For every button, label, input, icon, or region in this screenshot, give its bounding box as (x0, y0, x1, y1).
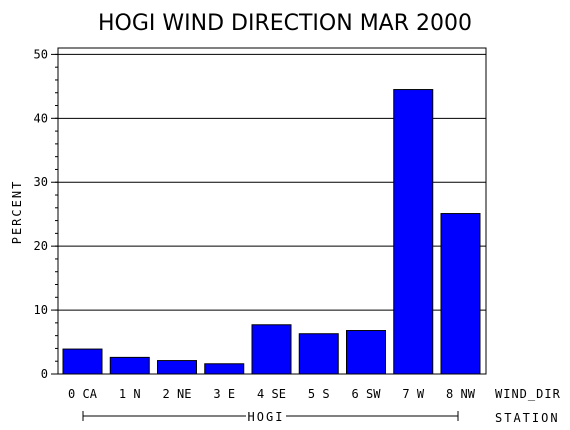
x-tick-label: 4 SE (257, 387, 286, 401)
x-tick-label: 6 SW (352, 387, 382, 401)
group-label: HOGI (248, 410, 285, 424)
bar (204, 363, 245, 375)
x-tick-label: 3 E (213, 387, 235, 401)
y-tick-label: 40 (34, 111, 48, 125)
bar (346, 330, 386, 375)
group-axis-name: STATION (495, 411, 560, 425)
bar (109, 356, 150, 375)
x-tick-label: 5 S (308, 387, 330, 401)
x-axis-tick-labels: 0 CA 1 N 2 NE 3 E 4 SE 5 S 6 SW 7 W 8 NW (68, 387, 476, 401)
bar (393, 89, 434, 375)
y-axis-label: PERCENT (10, 180, 24, 245)
bar (157, 360, 197, 375)
bar (440, 213, 481, 375)
y-axis-ticks: 0 10 20 30 40 50 (34, 47, 58, 381)
x-tick-label: 1 N (119, 387, 141, 401)
bar (251, 324, 292, 375)
x-axis-name: WIND_DIR (495, 387, 561, 401)
x-tick-label: 8 NW (446, 387, 476, 401)
bar (62, 348, 103, 375)
x-tick-label: 0 CA (68, 387, 98, 401)
x-tick-label: 7 W (402, 387, 424, 401)
x-tick-label: 2 NE (163, 387, 192, 401)
y-tick-label: 0 (41, 367, 48, 381)
y-tick-label: 50 (34, 47, 48, 61)
chart-title: HOGI WIND DIRECTION MAR 2000 (98, 11, 472, 36)
bars (62, 89, 481, 375)
bar (298, 333, 339, 375)
y-tick-label: 20 (34, 239, 48, 253)
group-label-background (246, 408, 286, 424)
y-tick-label: 10 (34, 303, 48, 317)
y-tick-label: 30 (34, 175, 48, 189)
